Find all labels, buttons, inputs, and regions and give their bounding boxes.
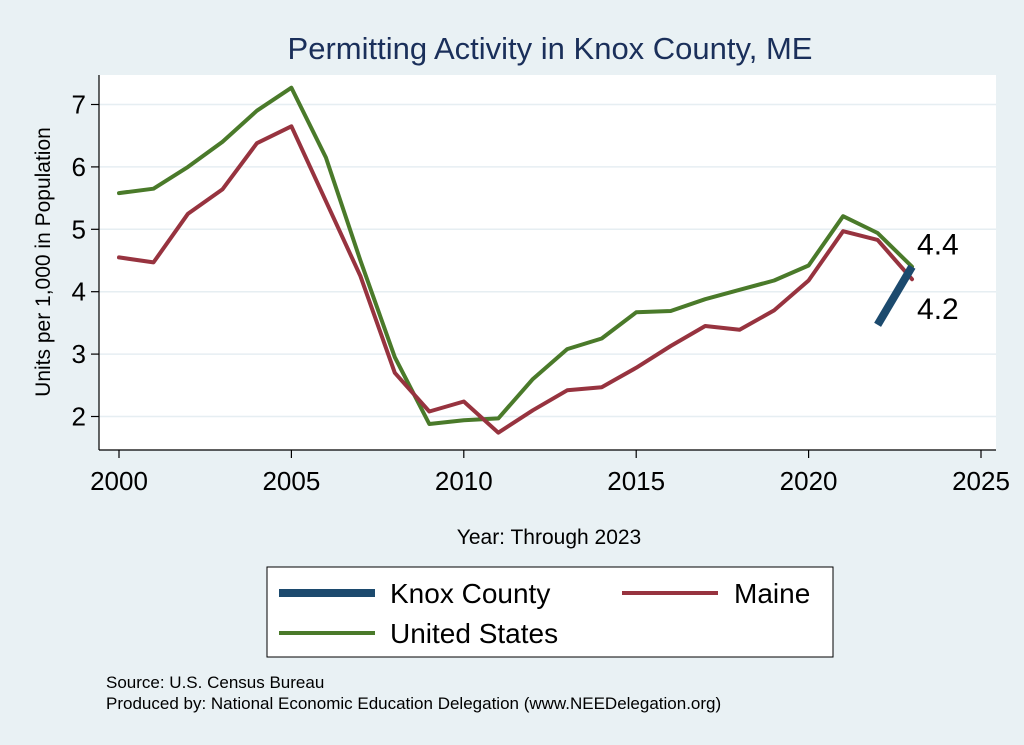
x-axis-title: Year: Through 2023 xyxy=(457,526,642,549)
gridlines xyxy=(99,103,996,418)
x-tick-label-2015: 2015 xyxy=(607,466,665,496)
y-tick-label-5: 5 xyxy=(72,214,86,244)
y-tick-label-4: 4 xyxy=(72,277,86,307)
plot-area xyxy=(99,75,996,450)
y-tick-label-3: 3 xyxy=(72,339,86,369)
legend-label-united-states: United States xyxy=(390,618,558,649)
end-label-0: 4.4 xyxy=(917,229,959,262)
y-axis-title: Units per 1,000 in Population xyxy=(32,127,55,397)
series-lines xyxy=(117,85,916,435)
series-line-knox-county xyxy=(874,264,916,327)
chart-title: Permitting Activity in Knox County, ME xyxy=(288,31,813,66)
x-tick-label-2005: 2005 xyxy=(262,466,320,496)
source-note: Source: U.S. Census Bureau xyxy=(106,673,324,692)
series-line-united-states xyxy=(117,85,914,426)
x-tick-label-2010: 2010 xyxy=(435,466,493,496)
legend: Knox County Maine United States xyxy=(266,566,834,658)
legend-label-knox-county: Knox County xyxy=(390,578,550,609)
series-line-maine xyxy=(117,124,914,435)
y-tick-label-7: 7 xyxy=(72,90,86,120)
axes: 2 3 4 5 6 7 2000 2005 2010 2015 2020 2025 xyxy=(72,75,1010,496)
end-labels: 4.4 4.2 xyxy=(917,229,959,326)
y-tick-label-6: 6 xyxy=(72,152,86,182)
x-tick-label-2020: 2020 xyxy=(780,466,838,496)
x-tick-label-2000: 2000 xyxy=(90,466,148,496)
legend-box xyxy=(266,566,834,658)
legend-label-maine: Maine xyxy=(734,578,810,609)
x-tick-label-2025: 2025 xyxy=(952,466,1010,496)
y-tick-label-2: 2 xyxy=(72,402,86,432)
end-label-1: 4.2 xyxy=(917,293,959,326)
producer-note: Produced by: National Economic Education… xyxy=(106,694,721,713)
